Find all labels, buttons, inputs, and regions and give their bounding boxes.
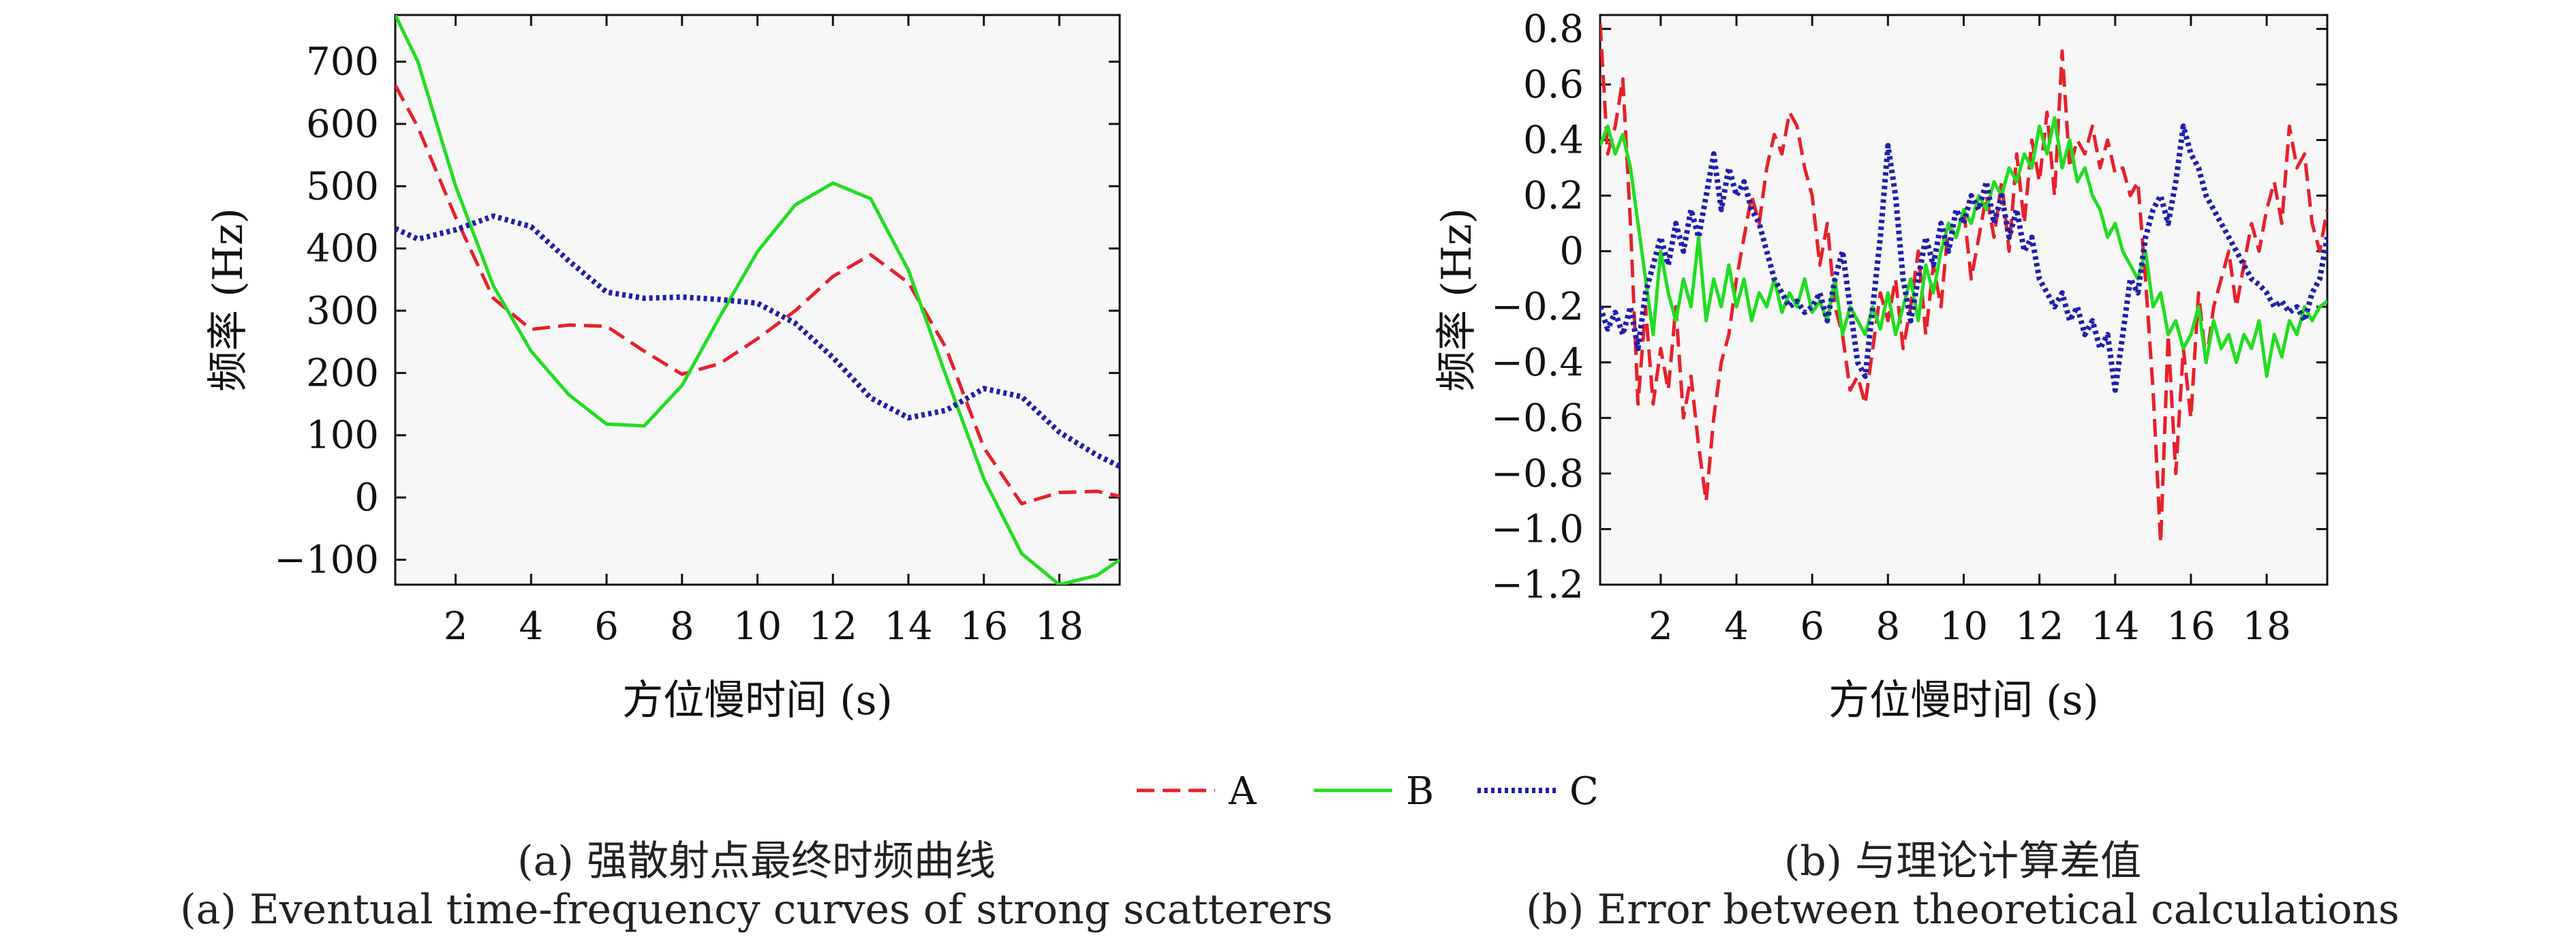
x-tick-label-b: 18 — [2242, 604, 2290, 649]
y-tick-label-b: 0 — [1559, 230, 1584, 274]
series-b-line-b — [1600, 116, 2327, 378]
y-tick-label-b: −1.0 — [1491, 507, 1584, 551]
y-tick-label-b: −0.2 — [1491, 285, 1584, 329]
caption-a-en: (a) Eventual time-frequency curves of st… — [180, 886, 1333, 934]
series-a-line-a — [395, 84, 1120, 506]
x-tick-label-a: 18 — [1035, 604, 1084, 649]
x-tick-label-b: 16 — [2166, 604, 2215, 649]
legend-label-c: C — [1569, 769, 1599, 814]
legend-label-a: A — [1228, 769, 1257, 814]
x-axis-label-a: 方位慢时间 (s) — [622, 677, 893, 724]
y-tick-label-a: −100 — [274, 538, 379, 582]
series-c-line-a — [395, 213, 1120, 469]
x-axis-label-b: 方位慢时间 (s) — [1828, 677, 2099, 724]
y-tick-label-b: 0.2 — [1523, 174, 1584, 218]
x-tick-label-a: 4 — [519, 604, 543, 649]
plot-area-a — [394, 14, 1121, 586]
y-tick-label-a: 0 — [354, 476, 379, 520]
caption-b-zh: (b) 与理论计算差值 — [1783, 837, 2142, 885]
y-tick-label-b: −0.6 — [1491, 396, 1584, 440]
y-tick-label-b: 0.4 — [1523, 119, 1584, 163]
x-tick-label-b: 6 — [1800, 604, 1824, 649]
x-tick-label-a: 14 — [884, 604, 932, 649]
series-c-line-b — [1600, 123, 2327, 393]
legend-label-b: B — [1406, 769, 1434, 814]
y-tick-label-b: −1.2 — [1491, 563, 1584, 607]
x-tick-label-b: 4 — [1724, 604, 1749, 649]
y-tick-label-b: 0.8 — [1523, 7, 1584, 51]
x-tick-label-a: 16 — [960, 604, 1008, 649]
caption-b-en: (b) Error between theoretical calculatio… — [1526, 886, 2399, 934]
y-axis-label-a: 频率 (Hz) — [204, 208, 252, 392]
y-tick-label-a: 500 — [306, 164, 379, 209]
y-tick-label-a: 600 — [306, 102, 379, 147]
x-tick-label-b: 10 — [1939, 604, 1988, 649]
y-tick-label-b: −0.8 — [1491, 452, 1584, 496]
x-tick-label-a: 8 — [670, 604, 694, 649]
y-tick-label-a: 300 — [306, 289, 379, 333]
caption-a-zh: (a) 强散射点最终时频曲线 — [517, 837, 996, 885]
x-tick-label-b: 12 — [2015, 604, 2064, 649]
y-axis-label-b: 频率 (Hz) — [1433, 208, 1481, 392]
y-tick-label-a: 700 — [306, 40, 379, 84]
x-tick-label-a: 12 — [809, 604, 857, 649]
series-b-line-a — [395, 15, 1120, 585]
y-tick-label-b: −0.4 — [1491, 341, 1584, 385]
x-tick-label-a: 10 — [733, 604, 782, 649]
x-tick-label-b: 14 — [2091, 604, 2139, 649]
x-tick-label-a: 6 — [594, 604, 619, 649]
y-tick-label-b: 0.6 — [1523, 63, 1584, 107]
y-tick-label-a: 400 — [306, 227, 379, 271]
x-tick-label-b: 8 — [1876, 604, 1901, 649]
y-tick-label-a: 200 — [306, 351, 379, 395]
x-tick-label-a: 2 — [444, 604, 468, 649]
x-tick-label-b: 2 — [1649, 604, 1673, 649]
y-tick-label-a: 100 — [306, 414, 379, 458]
